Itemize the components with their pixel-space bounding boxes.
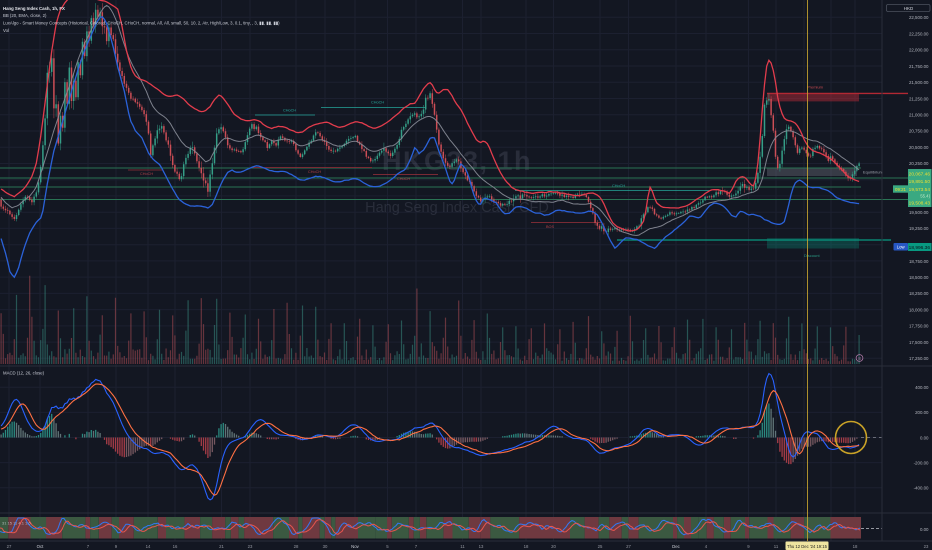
svg-text:18,996.36: 18,996.36 — [909, 245, 931, 251]
svg-text:CHoCH: CHoCH — [371, 101, 384, 105]
svg-text:Low: Low — [897, 245, 906, 250]
svg-text:0.00: 0.00 — [920, 527, 929, 532]
svg-text:18,750.00: 18,750.00 — [909, 259, 929, 264]
svg-text:18: 18 — [524, 544, 529, 549]
svg-text:Hang Seng Index Cash CFD: Hang Seng Index Cash CFD — [365, 200, 549, 216]
svg-text:20,500.00: 20,500.00 — [909, 145, 929, 150]
svg-text:21,000.00: 21,000.00 — [909, 113, 929, 118]
svg-text:16: 16 — [173, 544, 178, 549]
svg-text:7: 7 — [87, 544, 90, 549]
svg-text:19,250.00: 19,250.00 — [909, 226, 929, 231]
svg-text:22,000.00: 22,000.00 — [909, 48, 929, 53]
svg-text:Thu 12 Dec '24 19:15: Thu 12 Dec '24 19:15 — [787, 544, 828, 549]
svg-text:Nov: Nov — [351, 544, 359, 549]
svg-text:MACD (12, 26, close): MACD (12, 26, close) — [3, 371, 45, 376]
svg-text:18,000.00: 18,000.00 — [909, 307, 929, 312]
svg-text:20,250.00: 20,250.00 — [909, 161, 929, 166]
svg-text:20,750.00: 20,750.00 — [909, 129, 929, 134]
svg-text:28: 28 — [294, 544, 299, 549]
svg-text:CHoCH: CHoCH — [612, 184, 625, 188]
svg-text:CHoCH: CHoCH — [140, 172, 153, 176]
svg-text:11: 11 — [774, 544, 779, 549]
svg-text:BB (20, EMA, close, 2): BB (20, EMA, close, 2) — [3, 13, 47, 18]
svg-text:BOS: BOS — [546, 225, 554, 229]
svg-text:17,500.00: 17,500.00 — [909, 340, 929, 345]
svg-text:CHoCH: CHoCH — [308, 170, 321, 174]
svg-text:22,250.00: 22,250.00 — [909, 31, 929, 36]
svg-text:Oct: Oct — [37, 544, 44, 549]
svg-text:21: 21 — [219, 544, 224, 549]
svg-text:11: 11 — [460, 544, 465, 549]
svg-text:8: 8 — [858, 356, 861, 361]
svg-text:22,500.00: 22,500.00 — [909, 15, 929, 20]
svg-text:23: 23 — [924, 544, 929, 549]
svg-text:19,573.54: 19,573.54 — [909, 187, 931, 193]
svg-text:27: 27 — [626, 544, 631, 549]
svg-text:Premium: Premium — [807, 85, 824, 90]
svg-text:18,500.00: 18,500.00 — [909, 275, 929, 280]
svg-text:19,508.43: 19,508.43 — [909, 201, 931, 207]
svg-text:21,750.00: 21,750.00 — [909, 64, 929, 69]
svg-text:13: 13 — [479, 544, 484, 549]
svg-text:19,891.50: 19,891.50 — [909, 179, 931, 185]
svg-text:20,067.46: 20,067.46 — [909, 171, 931, 177]
svg-text:31 15 11 4.1 1.6: 31 15 11 4.1 1.6 — [2, 521, 31, 526]
svg-text:5: 5 — [386, 544, 389, 549]
svg-text:Hang Seng Index Cash, 1h, FX: Hang Seng Index Cash, 1h, FX — [3, 6, 65, 11]
svg-text:20: 20 — [551, 544, 556, 549]
svg-text:27: 27 — [7, 544, 12, 549]
svg-text:Dec: Dec — [672, 544, 680, 549]
svg-text:9: 9 — [747, 544, 750, 549]
svg-text:HKD: HKD — [904, 6, 914, 11]
svg-text:9: 9 — [115, 544, 118, 549]
svg-text:CHoCH: CHoCH — [397, 177, 410, 181]
svg-text:18: 18 — [853, 544, 858, 549]
svg-text:21,250.00: 21,250.00 — [909, 96, 929, 101]
svg-text:400.00: 400.00 — [915, 385, 929, 390]
svg-text:200.00: 200.00 — [915, 410, 929, 415]
svg-text:25: 25 — [598, 544, 603, 549]
svg-text:Vol: Vol — [3, 28, 9, 33]
svg-text:4: 4 — [705, 544, 708, 549]
svg-text:55.4): 55.4) — [920, 194, 930, 199]
svg-text:LuxAlgo - Smart Money Concepts: LuxAlgo - Smart Money Concepts (Historic… — [3, 21, 280, 26]
svg-text:7: 7 — [415, 544, 418, 549]
svg-text:17,750.00: 17,750.00 — [909, 324, 929, 329]
svg-text:Discount: Discount — [804, 253, 820, 258]
svg-text:-400.00: -400.00 — [914, 486, 929, 491]
svg-text:CHoCH: CHoCH — [283, 109, 296, 113]
svg-text:14: 14 — [146, 544, 151, 549]
svg-text:-200.00: -200.00 — [914, 460, 929, 465]
svg-text:09:21: 09:21 — [895, 187, 907, 192]
svg-text:Equilibrium: Equilibrium — [863, 169, 883, 174]
svg-text:0.00: 0.00 — [920, 435, 929, 440]
svg-text:23: 23 — [248, 544, 253, 549]
svg-text:30: 30 — [323, 544, 328, 549]
svg-text:19,500.00: 19,500.00 — [909, 210, 929, 215]
svg-text:18,250.00: 18,250.00 — [909, 291, 929, 296]
svg-text:17,250.00: 17,250.00 — [909, 356, 929, 361]
svg-text:21,500.00: 21,500.00 — [909, 80, 929, 85]
